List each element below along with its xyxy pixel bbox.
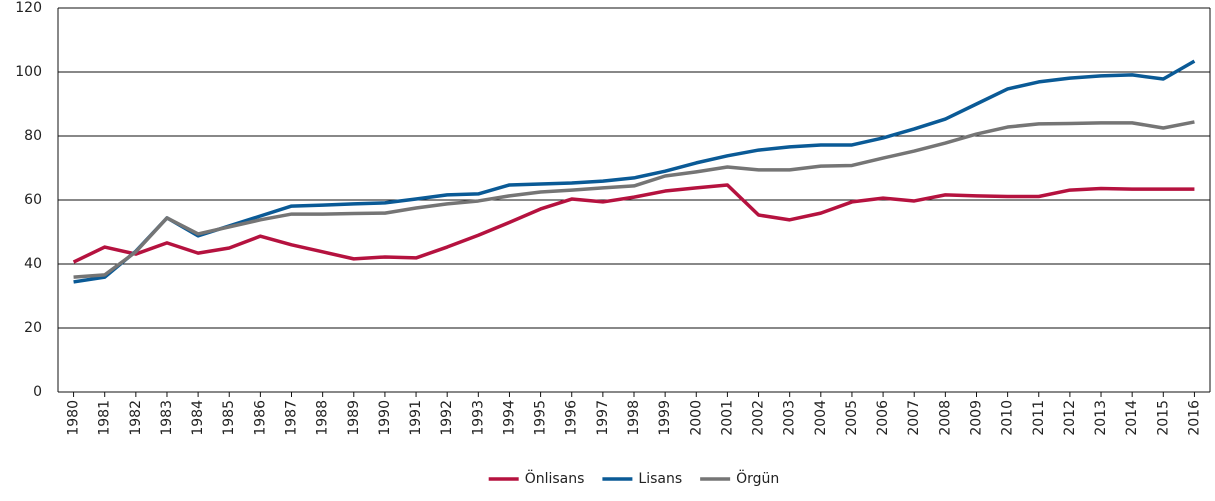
x-tick-label: 2005 xyxy=(844,400,860,436)
x-tick-label: 1986 xyxy=(252,400,268,436)
legend-label: Örgün xyxy=(736,469,779,487)
x-tick-label: 1983 xyxy=(159,400,175,436)
x-tick-label: 2014 xyxy=(1124,400,1140,436)
line-series xyxy=(72,183,1195,264)
x-tick-label: 2000 xyxy=(688,400,704,436)
x-tick-label: 2016 xyxy=(1186,400,1202,436)
x-tick-label: 1992 xyxy=(439,400,455,436)
x-tick-label: 1980 xyxy=(66,400,82,436)
x-tick-label: 2015 xyxy=(1155,400,1171,436)
y-tick-label: 0 xyxy=(33,384,42,400)
x-tick-label: 2012 xyxy=(1062,400,1078,436)
x-tick-label: 1997 xyxy=(595,400,611,436)
x-tick-label: 1998 xyxy=(626,400,642,436)
x-tick-label: 1982 xyxy=(128,400,144,436)
x-tick-label: 1987 xyxy=(284,400,300,436)
x-tick-label: 2007 xyxy=(906,400,922,436)
x-tick-label: 2010 xyxy=(1000,400,1016,436)
y-tick-label: 20 xyxy=(24,320,42,336)
y-tick-label: 100 xyxy=(15,64,42,80)
y-tick-label: 120 xyxy=(15,0,42,16)
x-tick-label: 2004 xyxy=(813,400,829,436)
x-tick-label: 2009 xyxy=(968,400,984,436)
y-tick-label: 60 xyxy=(24,192,42,208)
x-tick-label: 1995 xyxy=(533,400,549,436)
x-tick-label: 1993 xyxy=(470,400,486,436)
x-tick-label: 1991 xyxy=(408,400,424,436)
legend-label: Lisans xyxy=(638,471,682,487)
y-tick-label: 40 xyxy=(24,256,42,272)
x-tick-label: 2003 xyxy=(782,400,798,436)
x-tick-label: 2013 xyxy=(1093,400,1109,436)
x-tick-label: 1999 xyxy=(657,400,673,436)
x-tick-label: 2001 xyxy=(719,400,735,436)
x-tick-label: 1985 xyxy=(221,400,237,436)
line-series xyxy=(73,120,1195,279)
y-tick-label: 80 xyxy=(24,128,42,144)
x-tick-label: 2011 xyxy=(1031,400,1047,436)
x-tick-label: 2008 xyxy=(937,400,953,436)
x-tick-label: 1994 xyxy=(501,400,517,436)
x-tick-label: 2002 xyxy=(751,400,767,436)
x-tick-label: 1984 xyxy=(190,400,206,436)
x-tick-label: 2006 xyxy=(875,400,891,436)
x-tick-label: 1988 xyxy=(315,400,331,436)
line-series xyxy=(73,59,1196,284)
x-tick-label: 1990 xyxy=(377,400,393,436)
legend-label: Önlisans xyxy=(525,469,585,487)
x-tick-label: 1996 xyxy=(564,400,580,436)
x-tick-label: 1981 xyxy=(97,400,113,436)
x-tick-label: 1989 xyxy=(346,400,362,436)
